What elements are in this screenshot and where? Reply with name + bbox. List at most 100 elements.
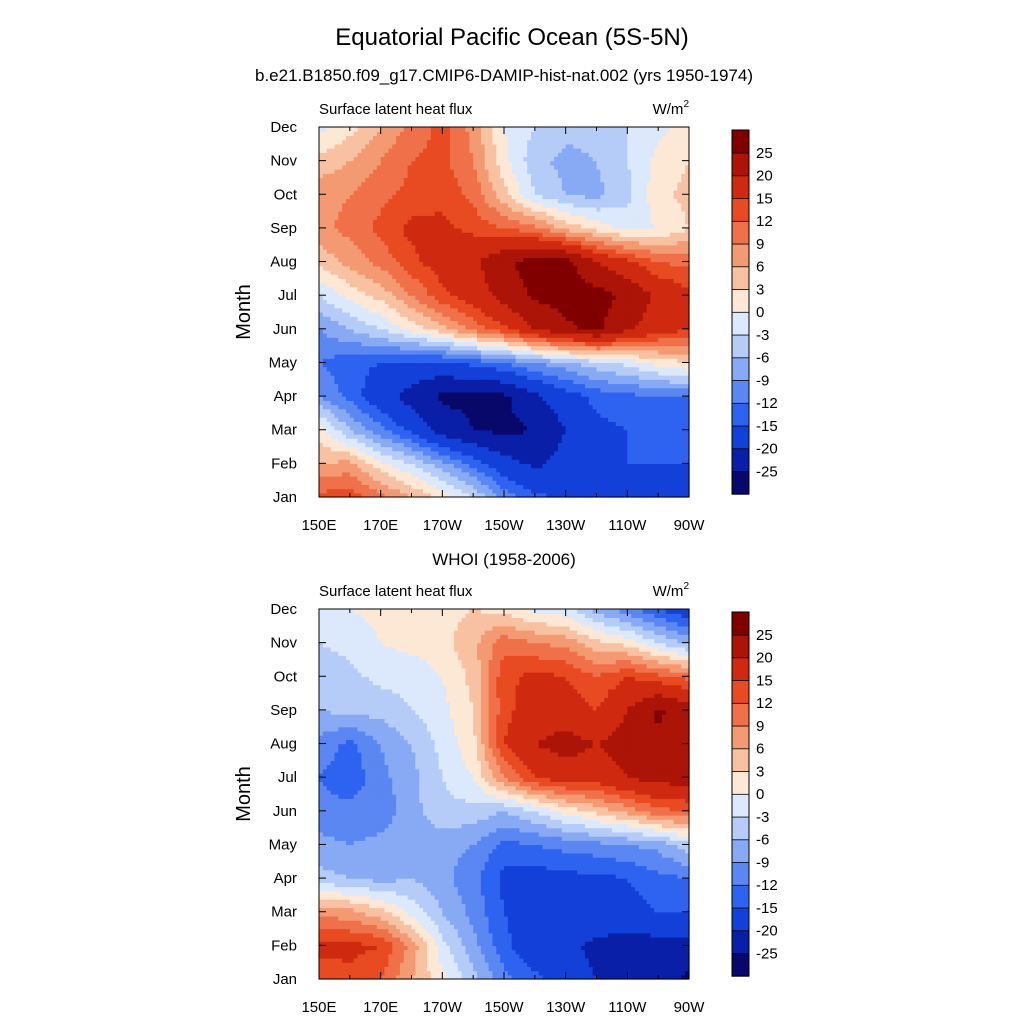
panel-1-heatmap-cell xyxy=(400,341,404,346)
panel-1-heatmap-cell xyxy=(361,463,365,468)
panel-1-heatmap-cell xyxy=(635,383,639,388)
panel-1-heatmap-cell xyxy=(666,413,670,418)
panel-1-heatmap-cell xyxy=(666,392,670,397)
panel-1-heatmap-cell xyxy=(361,409,365,414)
panel-1-heatmap-cell xyxy=(338,421,342,426)
panel-1-heatmap-cell xyxy=(650,468,654,473)
panel-1-heatmap-cell xyxy=(608,283,612,288)
panel-1-heatmap-cell xyxy=(412,312,416,317)
panel-1-heatmap-cell xyxy=(373,299,377,304)
panel-1-heatmap-cell xyxy=(423,278,427,283)
panel-1-heatmap-cell xyxy=(431,396,435,401)
panel-1-heatmap-cell xyxy=(681,388,685,393)
panel-1-heatmap-cell xyxy=(674,484,678,489)
panel-1-heatmap-cell xyxy=(654,476,658,481)
panel-1-heatmap-cell xyxy=(593,430,597,435)
panel-1-heatmap-cell xyxy=(577,346,581,351)
panel-1-heatmap-cell xyxy=(573,417,577,422)
panel-1-heatmap-cell xyxy=(643,362,647,367)
panel-1-heatmap-cell xyxy=(546,379,550,384)
panel-1-heatmap-cell xyxy=(650,337,654,342)
panel-1-heatmap-cell xyxy=(385,283,389,288)
panel-1-heatmap-cell xyxy=(631,392,635,397)
panel-1-heatmap-cell xyxy=(620,350,624,355)
panel-1-heatmap-cell xyxy=(396,312,400,317)
panel-1-heatmap-cell xyxy=(527,295,531,300)
panel-1-heatmap-cell xyxy=(585,430,589,435)
panel-1-heatmap-cell xyxy=(512,320,516,325)
panel-1-heatmap-cell xyxy=(535,468,539,473)
panel-1-heatmap-cell xyxy=(431,329,435,334)
panel-1-heatmap-cell xyxy=(373,459,377,464)
panel-1-heatmap-cell xyxy=(338,417,342,422)
panel-1-heatmap-cell xyxy=(500,341,504,346)
panel-1-heatmap-cell xyxy=(419,388,423,393)
panel-1-heatmap-cell xyxy=(435,447,439,452)
panel-1-heatmap-cell xyxy=(415,287,419,292)
panel-1-heatmap-cell xyxy=(670,278,674,283)
panel-1-heatmap-cell xyxy=(377,413,381,418)
panel-1-heatmap-cell xyxy=(608,451,612,456)
panel-1-heatmap-cell xyxy=(635,350,639,355)
panel-1-heatmap-cell xyxy=(581,379,585,384)
panel-1-heatmap-cell xyxy=(585,329,589,334)
panel-1-heatmap-cell xyxy=(423,304,427,309)
panel-1-heatmap-cell xyxy=(516,489,520,494)
panel-1-heatmap-cell xyxy=(612,312,616,317)
panel-1-heatmap-cell xyxy=(361,442,365,447)
panel-1-heatmap-cell xyxy=(585,308,589,313)
panel-1-heatmap-cell xyxy=(593,346,597,351)
panel-1-heatmap-cell xyxy=(369,312,373,317)
panel-1-heatmap-cell xyxy=(412,409,416,414)
panel-1-heatmap-cell xyxy=(331,430,335,435)
panel-1-heatmap-cell xyxy=(319,375,323,380)
panel-1-heatmap-cell xyxy=(639,358,643,363)
panel-1-heatmap-cell xyxy=(350,430,354,435)
panel-1-heatmap-cell xyxy=(346,287,350,292)
panel-1-heatmap-cell xyxy=(589,333,593,338)
panel-1-heatmap-cell xyxy=(562,325,566,330)
panel-1-heatmap-cell xyxy=(334,383,338,388)
panel-1-heatmap-cell xyxy=(604,480,608,485)
panel-1-heatmap-cell xyxy=(458,413,462,418)
panel-1-heatmap-cell xyxy=(334,480,338,485)
panel-1-heatmap-cell xyxy=(504,329,508,334)
panel-1-heatmap-cell xyxy=(508,417,512,422)
panel-1-heatmap-cell xyxy=(381,421,385,426)
panel-1-heatmap-cell xyxy=(654,379,658,384)
panel-1-heatmap-cell xyxy=(631,299,635,304)
panel-1-heatmap-cell xyxy=(373,421,377,426)
panel-1-heatmap-cell xyxy=(681,283,685,288)
panel-1-heatmap-cell xyxy=(350,325,354,330)
panel-1-heatmap-cell xyxy=(396,354,400,359)
panel-1-heatmap-cell xyxy=(427,434,431,439)
panel-1-heatmap-cell xyxy=(585,459,589,464)
panel-1-heatmap-cell xyxy=(392,426,396,431)
panel-1-heatmap-cell xyxy=(581,480,585,485)
panel-1-heatmap-cell xyxy=(604,287,608,292)
panel-1-heatmap-cell xyxy=(635,489,639,494)
panel-1-heatmap-cell xyxy=(600,304,604,309)
panel-1-heatmap-cell xyxy=(373,287,377,292)
panel-1-heatmap-cell xyxy=(585,447,589,452)
panel-1-heatmap-cell xyxy=(627,430,631,435)
panel-1-heatmap-cell xyxy=(496,459,500,464)
panel-1-heatmap-cell xyxy=(458,283,462,288)
panel-1-heatmap-cell xyxy=(631,480,635,485)
panel-1-heatmap-cell xyxy=(516,388,520,393)
panel-1-heatmap-cell xyxy=(543,367,547,372)
panel-1-heatmap-cell xyxy=(438,291,442,296)
panel-1-heatmap-cell xyxy=(585,468,589,473)
panel-1-heatmap-cell xyxy=(585,320,589,325)
panel-1-heatmap-cell xyxy=(604,459,608,464)
panel-1-heatmap-cell xyxy=(600,316,604,321)
panel-1-heatmap-cell xyxy=(338,388,342,393)
panel-1-heatmap-cell xyxy=(608,472,612,477)
panel-1-heatmap-cell xyxy=(616,438,620,443)
panel-1-heatmap-cell xyxy=(392,278,396,283)
panel-1-heatmap-cell xyxy=(639,379,643,384)
panel-1-heatmap-cell xyxy=(658,379,662,384)
panel-1-heatmap-cell xyxy=(489,405,493,410)
panel-1-heatmap-cell xyxy=(616,405,620,410)
panel-1-heatmap-cell xyxy=(535,295,539,300)
